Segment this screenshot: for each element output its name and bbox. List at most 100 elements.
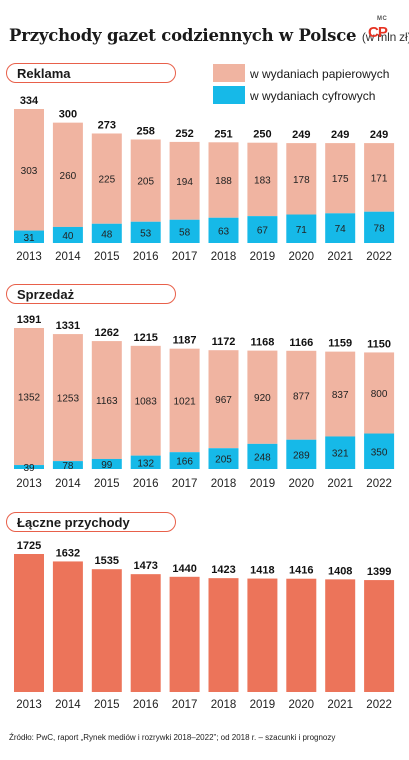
total-label: 1440 [172,563,196,575]
x-tick-label: 2017 [172,251,198,263]
x-tick-label: 2020 [289,251,315,263]
value-label-digital: 48 [101,229,113,240]
value-label-digital: 350 [371,447,388,458]
bar-digital [286,214,317,243]
value-label-print: 800 [371,389,388,400]
chart-sprzedaz: 1352 39 1391 2013 1253 78 1331 2014 1163 99 1262 20… [14,314,395,490]
value-label-digital: 78 [62,461,74,472]
x-tick-label: 2013 [16,478,42,490]
value-label-digital: 63 [218,226,230,237]
x-tick-label: 2018 [211,699,237,711]
bar-print [286,143,317,215]
value-label-print: 837 [332,390,349,401]
x-tick-label: 2013 [16,251,42,263]
bar-digital [130,221,161,243]
bar-print [91,133,122,224]
value-label-digital: 58 [179,227,191,238]
total-label: 1418 [250,565,274,577]
x-tick-label: 2019 [250,251,276,263]
chart-reklama: 303 31 334 2013 260 40 300 2014 225 48 273 2015 205 5… [14,95,395,263]
bar-digital [286,439,317,469]
chart-title: Przychody gazet codziennych w Polsce (w … [9,26,409,45]
bar-total [52,561,83,692]
legend-swatch-print [213,64,245,82]
total-label: 1535 [95,555,119,567]
section-title-reklama: Reklama [17,66,71,81]
x-tick-label: 2020 [289,478,315,490]
value-label-print: 225 [98,175,115,186]
logo-main-text: CP [368,24,388,41]
x-tick-label: 2021 [327,699,353,711]
value-label-print: 205 [137,177,154,188]
total-label: 252 [175,128,193,140]
bar-total [91,569,122,692]
value-label-print: 920 [254,393,271,404]
bar-print [130,345,161,456]
bar-digital [364,433,395,469]
section-label-reklama: Reklama [6,63,176,83]
bar-print [325,351,356,437]
x-tick-label: 2021 [327,478,353,490]
value-label-digital: 78 [374,223,386,234]
source-note: Źródło: PwC, raport „Rynek mediów i rozr… [9,733,336,742]
section-label-laczne: Łączne przychody [6,512,176,532]
section-label-sprzedaz: Sprzedaż [6,284,176,304]
total-label: 250 [253,129,271,141]
total-label: 1172 [212,336,236,348]
bar-total [247,578,278,692]
legend-label-print: w wydaniach papierowych [250,67,390,81]
total-label: 1473 [133,560,157,572]
value-label-digital: 205 [215,455,232,466]
bar-digital [325,213,356,243]
value-label-print: 260 [60,171,77,182]
value-label-digital: 40 [62,231,74,242]
value-label-digital: 132 [137,458,154,469]
value-label-print: 1253 [57,394,80,405]
section-title-laczne: Łączne przychody [17,515,130,530]
value-label-digital: 67 [257,226,269,237]
total-label: 273 [98,119,116,131]
value-label-print: 1163 [96,396,118,407]
total-label: 1408 [328,565,352,577]
bar-print [325,143,356,214]
bar-total [130,574,161,692]
total-label: 1150 [367,338,391,350]
bar-digital [247,443,278,469]
x-tick-label: 2021 [327,251,353,263]
bar-digital [91,458,122,469]
x-tick-label: 2014 [55,251,81,263]
bar-print [91,341,122,459]
x-tick-label: 2022 [366,478,392,490]
x-tick-label: 2015 [94,251,120,263]
x-tick-label: 2019 [250,478,276,490]
bar-digital [208,448,239,469]
value-label-print: 1083 [135,397,158,408]
bar-digital [325,436,356,469]
total-label: 1262 [95,327,119,339]
total-label: 300 [59,109,77,121]
value-label-digital: 99 [101,460,113,471]
x-tick-label: 2015 [94,478,120,490]
total-label: 1331 [56,320,80,332]
value-label-print: 175 [332,174,349,185]
value-label-digital: 31 [23,233,35,244]
bar-total [325,579,356,692]
value-label-digital: 248 [254,452,271,463]
bar-digital [169,219,200,243]
value-label-print: 171 [371,173,388,184]
section-title-sprzedaz: Sprzedaż [17,287,75,302]
total-label: 258 [137,125,155,137]
total-label: 1632 [56,547,80,559]
legend-swatch-digital [213,86,245,104]
bar-digital [130,455,161,469]
value-label-print: 194 [176,177,193,188]
total-label: 1416 [289,565,313,577]
value-label-digital: 74 [335,224,347,235]
bar-digital [91,223,122,243]
x-tick-label: 2019 [250,699,276,711]
value-label-digital: 289 [293,450,310,461]
total-label: 334 [20,95,39,107]
value-label-print: 183 [254,175,271,186]
value-label-print: 188 [215,176,232,187]
x-tick-label: 2017 [172,699,198,711]
